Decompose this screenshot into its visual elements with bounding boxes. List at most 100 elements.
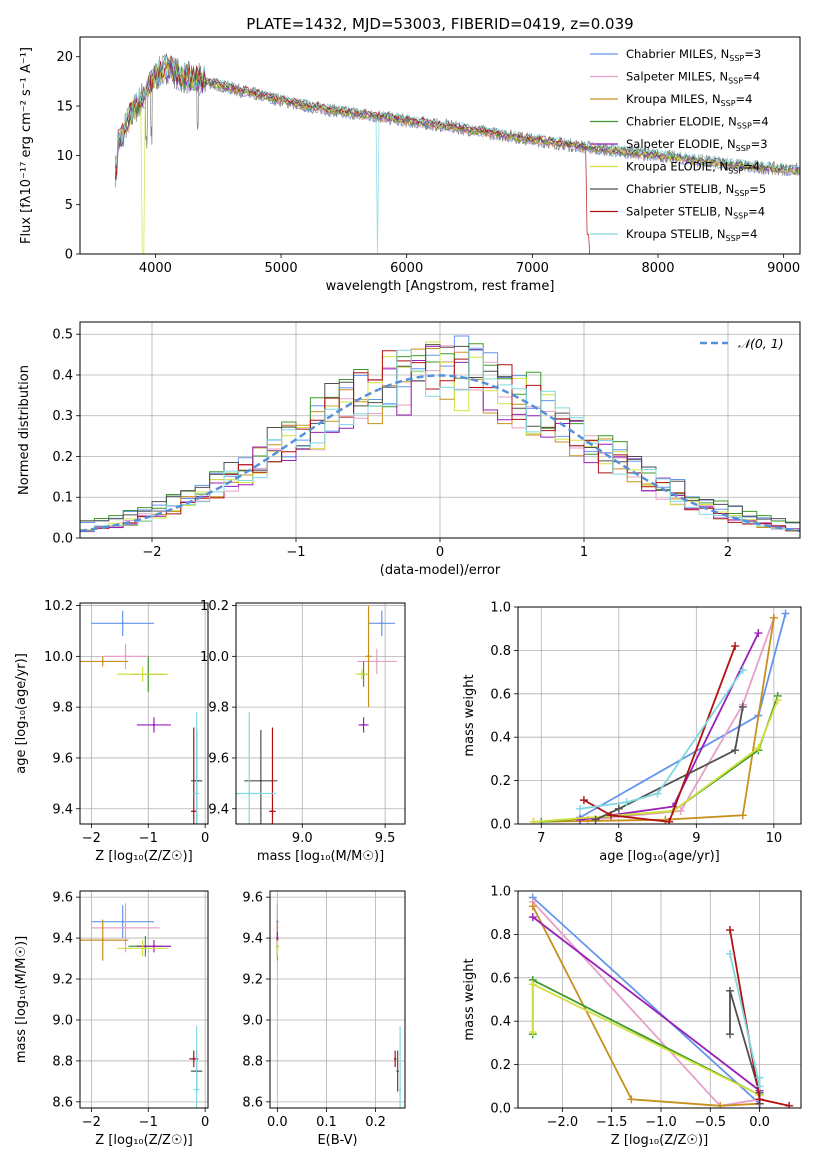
plot-area [114,52,800,254]
y-tick-label: 8.6 [242,1095,263,1110]
legend-label: Salpeter STELIB, NSSP=4 [626,205,765,221]
x-tick-label: −2.0 [547,1115,579,1130]
axes-frame [79,36,801,255]
panel-age-mass: 9.0 9.5 9.4 9.6 9.8 10.0 10.2 mass [log₁₀(M/M☉)… [200,599,406,864]
x-tick-label: 4000 [139,261,172,276]
series-marker [754,744,763,753]
y-tick-label: 9.6 [52,751,73,766]
y-tick-label: 0.2 [52,450,73,465]
series-line [595,706,744,821]
x-tick-label: 0.0 [749,1115,770,1130]
x-tick-label: 0 [436,545,444,560]
y-tick-label: 1.0 [490,601,511,616]
series-marker [529,817,538,824]
x-axis-label: Z [log₁₀(Z/Z☉)] [95,849,192,864]
series-marker [579,796,588,805]
panel-massweight-age: 7 8 9 10 0.0 0.2 0.4 0.6 0.8 1.0 age [log₁₀(age/yr… [462,601,802,864]
plot-area [80,610,203,824]
series-marker [738,811,747,820]
y-tick-label: 15 [56,100,73,115]
data-point [192,1057,195,1061]
y-tick-label: 0.2 [490,1058,511,1073]
data-point [192,810,195,813]
panel-age-Z: −2 −1 0 9.4 9.6 9.8 10.0 10.2 Z [log₁₀(Z/Z☉)] age… [14,599,209,864]
series-line [532,916,761,1104]
series-marker [576,815,585,824]
data-point [398,1088,402,1091]
series-marker [607,811,616,820]
y-tick-label: 8.8 [52,1054,73,1069]
series-line [587,617,775,821]
data-point [124,926,127,930]
axes-frame [79,602,209,825]
y-tick-label: 8.6 [52,1095,73,1110]
y-tick-label: 0.0 [490,1102,511,1117]
series-marker [731,746,740,755]
panel-spectrum: 4000 5000 6000 7000 8000 9000 0 5 10 15 20 waveleng… [19,36,801,294]
data-point [360,672,364,676]
series-marker [754,629,763,638]
plot-area [529,609,790,824]
x-axis-label: E(B-V) [317,1133,357,1148]
y-tick-label: 10.2 [200,599,229,614]
x-tick-label: −1 [286,545,305,560]
x-tick-label: 7000 [516,261,549,276]
series-marker [755,1082,764,1091]
y-axis-label: age [log₁₀(age/yr)] [14,653,29,774]
plot-area [236,605,397,824]
y-tick-label: 9.4 [242,932,263,947]
y-tick-label: 10.0 [200,650,229,665]
data-point [121,622,124,625]
legend-label: Chabrier STELIB, NSSP=5 [626,182,766,198]
x-tick-label: 7 [537,831,545,846]
x-tick-label: 10 [766,831,783,846]
y-tick-label: 0.3 [52,409,73,424]
data-point [393,1057,397,1061]
series-marker [773,696,782,705]
y-tick-label: 9.8 [208,701,229,716]
data-point [121,920,124,923]
plot-area [80,335,800,534]
y-tick-label: 9.4 [52,932,73,947]
series-marker [622,798,631,807]
data-point [276,947,279,950]
series-marker [755,1095,764,1104]
x-tick-label: −1.0 [645,1115,677,1130]
x-tick-label: 9 [692,831,700,846]
data-point [396,1069,399,1073]
y-tick-label: 0.4 [490,731,511,746]
axes-frame [517,890,802,1109]
x-tick-label: 9000 [767,261,800,276]
data-point [259,779,263,783]
data-point [152,945,156,948]
series-line [583,645,736,823]
x-tick-label: 2 [724,545,732,560]
x-axis-label: (data-model)/error [380,563,501,578]
legend-label: 𝒩(0, 1) [738,336,784,351]
x-axis-label: wavelength [Angstrom, rest frame] [326,279,555,294]
series-line [531,905,760,1107]
y-tick-label: 9.0 [52,1013,73,1028]
axes-frame [269,890,406,1109]
y-tick-label: 9.6 [208,751,229,766]
data-point [152,723,156,727]
x-tick-label: −2 [82,831,101,846]
legend-label: Salpeter ELODIE, NSSP=3 [626,137,768,153]
series-marker [576,804,585,813]
figure-title: PLATE=1432, MJD=53003, FIBERID=0419, z=0… [246,15,633,33]
y-tick-label: 0.6 [490,971,511,986]
legend-label: Kroupa ELODIE, NSSP=4 [626,160,760,176]
y-tick-label: 0.6 [490,687,511,702]
series-marker [781,609,790,618]
series-line [533,617,775,823]
x-tick-label: 9.0 [292,831,313,846]
y-tick-label: 0.0 [490,818,511,833]
data-point [141,947,144,950]
panel-mass-ebv: 0.0 0.1 0.2 8.6 8.8 9.0 9.2 9.4 9.6 E(B-V) [242,890,406,1148]
x-tick-label: 0.0 [267,1115,288,1130]
data-point [362,723,365,727]
series-marker [528,902,537,911]
data-point [195,1088,198,1091]
panel-massweight-Z: −2.0 −1.5 −1.0 −0.5 0.0 0.0 0.2 0.4 0.6 0.8 1.0 Z [… [462,885,802,1148]
